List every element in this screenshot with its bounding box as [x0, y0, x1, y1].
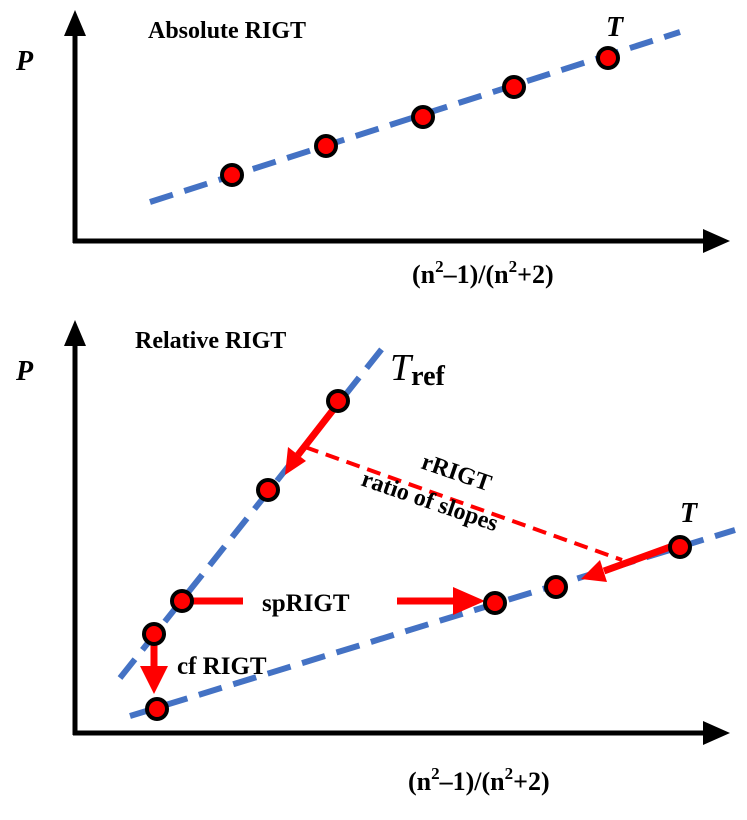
bottom-y-axis-arrowhead: [64, 320, 86, 346]
ref-data-point: [142, 622, 166, 646]
bottom-y-axis-label: P: [15, 356, 34, 387]
top-x-axis-arrowhead: [703, 229, 730, 253]
top-data-point: [314, 134, 338, 158]
cfrigt-label: cf RIGT: [177, 653, 267, 680]
sprigt-label: spRIGT: [262, 590, 350, 617]
sample-data-point: [668, 535, 692, 559]
top-x-axis-label: (n2–1)/(n2+2): [412, 257, 554, 289]
top-data-point: [502, 75, 526, 99]
ref-data-point: [256, 478, 280, 502]
bottom-panel: Relative RIGT P Tref T rRIGT ratio of sl…: [15, 320, 736, 796]
top-data-point: [411, 105, 435, 129]
sample-shift-arrow: [581, 543, 672, 582]
ref-data-point: [170, 589, 194, 613]
top-y-axis-arrowhead: [64, 10, 86, 36]
top-panel: Absolute RIGT P T (n2–1)/(n2+2): [15, 10, 730, 289]
top-panel-title: Absolute RIGT: [148, 18, 306, 44]
sample-data-point: [483, 591, 507, 615]
sprigt-arrow: [192, 587, 485, 615]
cfrigt-arrow: [140, 643, 168, 694]
top-data-point: [220, 163, 244, 187]
top-line-label: T: [606, 12, 625, 43]
reference-line-label: Tref: [390, 347, 445, 392]
bottom-panel-title: Relative RIGT: [135, 328, 286, 354]
rrigt-connector-line: [304, 445, 623, 562]
bottom-x-axis-arrowhead: [703, 721, 730, 745]
sample-line-label: T: [680, 498, 699, 529]
top-y-axis-label: P: [15, 46, 34, 77]
ref-data-point: [326, 389, 350, 413]
ref-shift-arrow: [285, 407, 336, 475]
sample-data-point: [544, 575, 568, 599]
top-data-point: [596, 46, 620, 70]
bottom-x-axis-label: (n2–1)/(n2+2): [408, 764, 550, 796]
sample-data-point: [145, 697, 169, 721]
